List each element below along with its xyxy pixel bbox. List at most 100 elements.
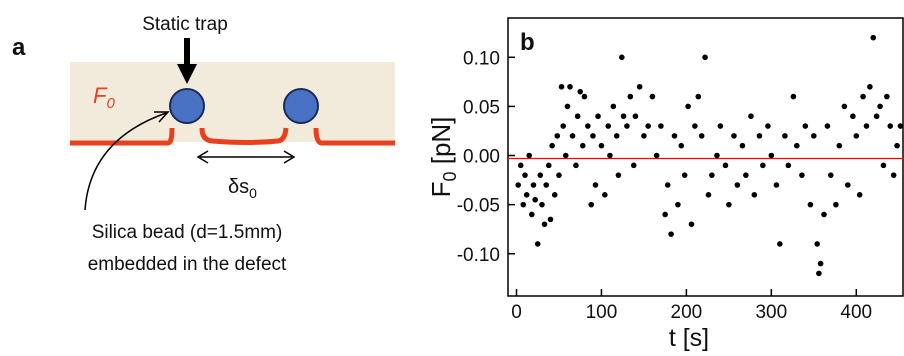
point	[773, 182, 780, 188]
pointer-head	[154, 111, 170, 123]
pointer	[84, 112, 167, 211]
point	[668, 231, 674, 237]
point	[537, 172, 544, 178]
point	[884, 93, 890, 100]
point	[860, 93, 866, 100]
point	[595, 113, 601, 120]
point	[880, 162, 887, 169]
point	[581, 93, 588, 100]
point	[841, 103, 848, 110]
point	[564, 103, 571, 110]
point	[760, 162, 766, 169]
y-tick-label: 0.10	[463, 48, 500, 69]
panel-label: a	[12, 34, 26, 61]
point	[607, 152, 613, 159]
point	[692, 123, 698, 129]
caption: Silica bead (d=1.5mm)	[92, 222, 283, 243]
point	[863, 123, 870, 129]
point	[517, 162, 524, 169]
point	[532, 196, 538, 203]
point	[615, 172, 622, 178]
y-tick-label: -0.05	[457, 196, 500, 217]
point	[850, 113, 856, 120]
point	[577, 88, 584, 95]
point	[556, 172, 562, 178]
point	[534, 241, 541, 247]
point	[768, 152, 775, 159]
point	[541, 221, 548, 228]
point	[528, 211, 535, 218]
point	[613, 133, 620, 139]
point	[585, 123, 591, 129]
trap-label: Static trap	[142, 14, 228, 35]
point	[523, 192, 530, 198]
force-main: F	[93, 83, 108, 108]
point	[731, 133, 737, 139]
point	[605, 123, 612, 129]
point	[873, 113, 880, 120]
point	[811, 133, 817, 139]
point	[814, 241, 821, 247]
point	[573, 162, 579, 169]
point	[816, 270, 822, 277]
y-label-sub: 0	[440, 172, 460, 182]
point	[602, 192, 608, 198]
point	[695, 93, 702, 100]
point	[522, 172, 528, 178]
point	[790, 93, 797, 100]
x-tick-label: 200	[671, 302, 703, 323]
point	[549, 142, 555, 149]
y-tick-label: 0.00	[463, 147, 500, 168]
y-axis-label: F0 [pN]	[426, 117, 460, 198]
point	[632, 113, 639, 120]
point	[530, 182, 537, 188]
point	[734, 182, 741, 188]
point	[545, 162, 552, 169]
point	[817, 260, 824, 267]
spacing-arrowheads	[196, 150, 296, 164]
caption: embedded in the defect	[88, 254, 287, 275]
point	[853, 133, 860, 139]
point	[890, 172, 897, 178]
point	[539, 201, 545, 208]
y-label-rest: [pN]	[426, 117, 456, 172]
panel-label: b	[520, 29, 535, 56]
point	[592, 182, 599, 188]
point	[675, 201, 681, 208]
point	[751, 192, 758, 198]
point	[551, 192, 558, 198]
point	[526, 152, 533, 159]
point	[856, 192, 863, 198]
point	[671, 133, 678, 139]
point	[726, 201, 732, 208]
point	[627, 93, 634, 100]
point	[588, 201, 595, 208]
point	[802, 123, 809, 129]
point	[678, 142, 685, 149]
point	[821, 211, 827, 218]
point	[807, 201, 814, 208]
point	[722, 162, 729, 169]
point	[574, 113, 581, 120]
bead	[283, 88, 319, 124]
point	[579, 142, 586, 149]
trap-arrowhead	[177, 64, 197, 84]
x-tick-label: 100	[586, 302, 618, 323]
point	[620, 113, 627, 120]
point	[799, 172, 805, 178]
point	[782, 133, 788, 139]
point	[515, 182, 521, 188]
point	[833, 201, 839, 208]
point	[630, 162, 637, 169]
x-axis-label: t [s]	[669, 324, 709, 352]
force-label: F0	[93, 83, 115, 112]
point	[662, 211, 668, 218]
point	[739, 142, 746, 149]
point	[870, 34, 877, 41]
point	[827, 172, 834, 178]
x-tick-label: 300	[755, 302, 787, 323]
point	[743, 172, 749, 178]
point	[598, 142, 605, 149]
defect-line	[70, 127, 395, 146]
